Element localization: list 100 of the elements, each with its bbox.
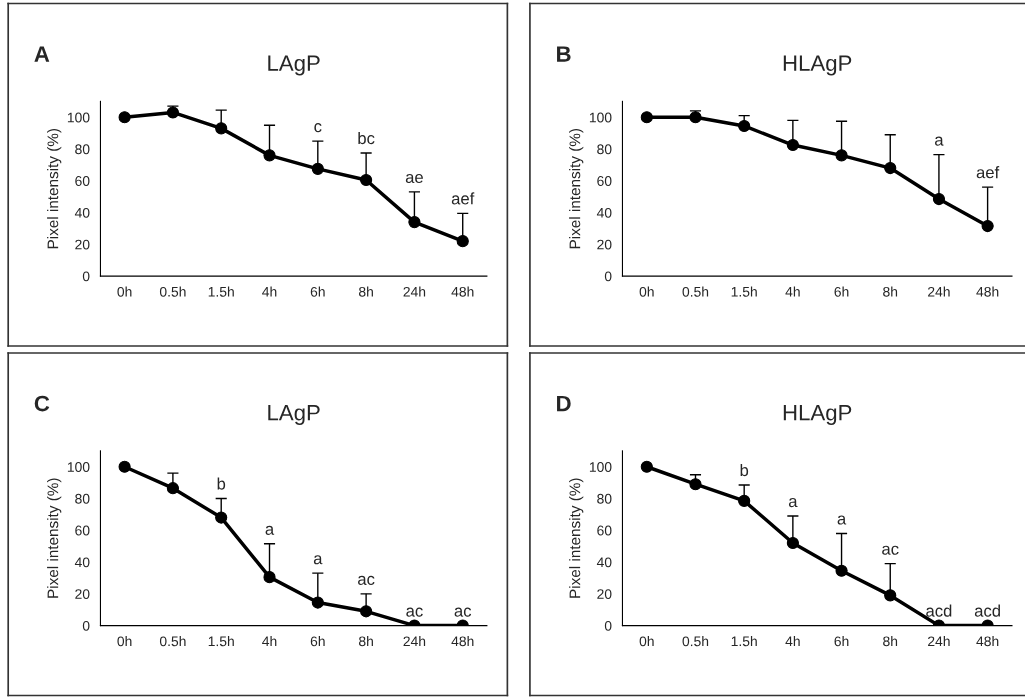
point (263, 571, 276, 584)
y-tick-label: 20 (597, 239, 612, 250)
point (166, 482, 179, 495)
point (932, 192, 945, 206)
x-tick-label: 6h (310, 286, 325, 297)
y-tick-label: 60 (75, 176, 90, 186)
point (786, 138, 799, 152)
chart-title: LAgP (268, 405, 320, 425)
x-tick-label: 8h (359, 636, 373, 647)
y-tick-label: 100 (67, 462, 90, 472)
y-tick-label: 100 (589, 462, 612, 472)
y-tick-label: 80 (75, 144, 90, 155)
point (215, 122, 228, 135)
y-axis-title: Pixel intensity (%) (47, 478, 62, 598)
y-tick-label: 60 (597, 525, 612, 536)
annotation: aef (976, 166, 1000, 179)
point (640, 460, 653, 473)
y-tick-label: 20 (597, 589, 612, 599)
chart-title: HLAgP (783, 405, 852, 425)
annotation: ac (358, 575, 375, 585)
text: D (557, 395, 571, 412)
point (981, 219, 994, 233)
point (263, 149, 276, 162)
x-tick-label: 24h (928, 636, 950, 647)
chart-title: HLAgP (783, 55, 852, 76)
y-axis-title: Pixel intensity (%) (569, 478, 584, 598)
point (215, 511, 228, 524)
y-tick-label: 60 (597, 176, 612, 186)
point (311, 162, 324, 175)
y-tick-label: 0 (604, 620, 612, 631)
chart-title: LAgP (268, 55, 320, 76)
x-tick-label: 4h (785, 286, 800, 297)
point (360, 173, 373, 187)
y-axis-title: Pixel intensity (%) (569, 128, 584, 249)
x-tick-label: 48h (451, 286, 474, 297)
y-tick-label: 40 (74, 557, 90, 568)
y-tick-label: 0 (82, 620, 90, 631)
y-tick-label: 20 (75, 589, 90, 599)
annotation: acd (926, 604, 952, 617)
point (689, 111, 702, 124)
annotation: bc (358, 131, 375, 145)
x-tick-label: 0.5h (682, 636, 709, 647)
point (835, 149, 848, 162)
y-tick-label: 80 (597, 144, 612, 155)
point (884, 162, 897, 175)
annotation: ac (406, 607, 423, 617)
y-tick-label: 80 (75, 493, 90, 504)
x-tick-label: 0h (639, 286, 654, 297)
y-tick-label: 100 (67, 112, 90, 123)
x-tick-label: 8h (359, 286, 373, 297)
annotation: c (314, 123, 322, 133)
x-tick-label: 0h (117, 636, 132, 647)
annotation: a (837, 515, 847, 525)
annotation: ac (454, 607, 472, 617)
x-tick-label: 24h (928, 286, 950, 297)
point (786, 536, 799, 550)
x-tick-label: 8h (883, 636, 898, 647)
x-tick-label: 4h (262, 286, 277, 297)
x-tick-label: 8h (883, 286, 898, 297)
annotation: a (313, 555, 323, 565)
x-tick-label: 1.5h (208, 286, 234, 297)
x-tick-label: 0h (117, 286, 132, 297)
x-tick-label: 1.5h (731, 286, 757, 297)
y-tick-label: 80 (597, 493, 612, 504)
point (640, 111, 653, 124)
x-tick-label: 6h (834, 636, 849, 647)
x-tick-label: 48h (976, 636, 999, 647)
x-tick-label: 24h (403, 286, 426, 297)
text: C (34, 395, 50, 412)
point (360, 605, 373, 618)
point (311, 596, 324, 609)
x-tick-label: 4h (262, 636, 277, 647)
point (118, 460, 131, 473)
y-tick-label: 20 (75, 239, 90, 250)
annotation: b (217, 477, 226, 490)
x-tick-label: 1.5h (731, 636, 757, 647)
y-tick-label: 60 (75, 525, 90, 536)
y-tick-label: 40 (596, 557, 612, 568)
point (166, 106, 179, 119)
annotation: a (788, 498, 798, 508)
x-tick-label: 0.5h (682, 286, 709, 297)
point (456, 235, 469, 248)
x-tick-label: 6h (834, 286, 849, 297)
annotation: acd (974, 604, 1000, 617)
y-axis-title: Pixel intensity (%) (47, 128, 62, 249)
y-tick-label: 0 (82, 271, 90, 282)
y-tick-label: 40 (596, 207, 612, 218)
point (738, 494, 751, 507)
point (408, 216, 421, 229)
y-tick-label: 100 (589, 112, 612, 123)
point (118, 111, 131, 124)
annotation: a (935, 136, 944, 146)
annotation: a (265, 525, 275, 535)
x-tick-label: 0h (639, 636, 654, 647)
x-tick-label: 4h (785, 636, 800, 647)
x-tick-label: 0.5h (159, 286, 186, 297)
x-tick-label: 48h (451, 636, 474, 647)
point (738, 119, 751, 133)
y-tick-label: 40 (74, 207, 90, 218)
x-tick-label: 6h (310, 636, 325, 647)
